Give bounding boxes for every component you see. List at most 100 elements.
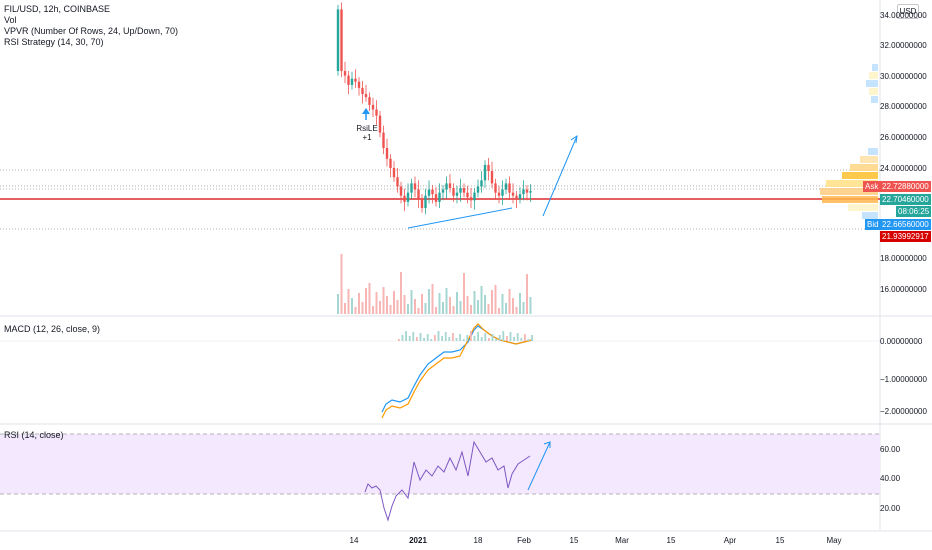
macd-histogram-bar: [441, 336, 443, 341]
candle-body: [508, 183, 511, 193]
macd-histogram-bar: [405, 331, 407, 341]
price-axis-tick: 28.00000000: [880, 102, 927, 111]
vpvr-bar: [848, 204, 878, 211]
rsi-pane-label[interactable]: RSI (14, close): [4, 430, 64, 440]
volume-bar: [389, 305, 392, 314]
candle-body: [441, 189, 445, 193]
volume-bar: [379, 301, 381, 314]
rsi-projection-arrow: [527, 441, 551, 491]
macd-histogram-bar: [470, 331, 472, 341]
candle-body: [490, 171, 494, 184]
macd-pane-label[interactable]: MACD (12, 26, close, 9): [4, 324, 101, 334]
macd-histogram-bar: [502, 331, 505, 341]
time-axis-tick: 14: [349, 536, 359, 545]
vpvr-indicator-label[interactable]: VPVR (Number Of Rows, 24, Up/Down, 70): [4, 26, 179, 36]
projection-arrowhead: [570, 134, 578, 144]
volume-bar: [442, 302, 444, 314]
volume-bar: [515, 307, 518, 314]
volume-bar: [344, 303, 346, 314]
candle-body: [522, 189, 525, 195]
bid-price-badge: 22.66560000: [880, 219, 931, 230]
rsi-axis-tick: 20.00: [880, 504, 901, 513]
candle-body: [476, 186, 480, 193]
volume-bar: [414, 299, 416, 314]
candle-body: [354, 78, 357, 82]
volume-bar: [487, 304, 490, 314]
price-axis-tick: 34.00000000: [880, 11, 927, 20]
price-axis-tick: 32.00000000: [880, 41, 927, 50]
currency-button[interactable]: USD: [897, 4, 919, 19]
volume-bar: [508, 289, 511, 314]
macd-histogram-bar: [513, 337, 515, 341]
candle-body: [462, 188, 466, 193]
vpvr-bar: [860, 156, 878, 163]
volume-bar: [354, 307, 357, 314]
volume-bar: [393, 291, 395, 314]
candle-body: [504, 183, 508, 190]
volume-bar: [459, 301, 462, 314]
macd-histogram-bar: [423, 338, 425, 341]
bid-label-badge: Bid: [865, 219, 881, 230]
volume-bar: [417, 308, 420, 314]
ask-label-badge: Ask: [863, 181, 881, 192]
rsi-axis-tick: 60.00: [880, 445, 901, 454]
macd-histogram-bar: [524, 334, 526, 341]
volume-bar: [522, 302, 525, 314]
candle-body: [448, 183, 452, 189]
volume-bar: [529, 297, 532, 314]
candle-body: [375, 109, 378, 116]
volume-bar: [452, 306, 455, 314]
volume-bar: [466, 296, 469, 314]
vpvr-bar: [842, 172, 878, 179]
volume-bar: [449, 297, 451, 314]
macd-histogram-bar: [495, 339, 497, 341]
candle-body: [406, 192, 410, 202]
candle-body: [357, 81, 361, 88]
volume-bar: [361, 302, 364, 314]
volume-bar: [484, 295, 486, 314]
candle-body: [382, 132, 385, 148]
candle-body: [417, 189, 420, 199]
low-price-badge: 21.93992917: [880, 231, 931, 242]
macd-histogram-bar: [452, 333, 454, 341]
rsi-strategy-label[interactable]: RSI Strategy (14, 30, 70): [4, 37, 104, 47]
vpvr-bar: [872, 64, 878, 71]
macd-histogram-bar: [480, 337, 483, 341]
volume-bar: [498, 308, 500, 314]
volume-bar: [428, 289, 430, 314]
volume-bar: [456, 292, 458, 314]
volume-bar: [438, 293, 441, 314]
symbol-title[interactable]: FIL/USD, 12h, COINBASE: [4, 4, 111, 14]
vpvr-bar: [826, 180, 878, 187]
volume-bar: [375, 292, 378, 314]
volume-bar: [403, 295, 406, 314]
candle-body: [466, 192, 469, 198]
macd-histogram-bar: [477, 332, 479, 341]
candle-body: [483, 164, 487, 181]
vpvr-bar: [850, 164, 878, 171]
candle-body: [340, 9, 343, 71]
time-axis-tick: Apr: [723, 536, 737, 545]
candle-body: [368, 97, 371, 105]
volume-bar: [337, 294, 339, 314]
time-axis-tick: 2021: [409, 536, 427, 545]
volume-bar: [368, 283, 371, 314]
price-axis-tick: 18.00000000: [880, 254, 927, 263]
macd-histogram-bar: [444, 332, 447, 341]
rsi-line: [364, 440, 531, 522]
candle-body: [427, 189, 431, 196]
vol-indicator-label[interactable]: Vol: [4, 15, 17, 25]
candle-body: [515, 195, 518, 199]
volume-bar: [477, 300, 479, 314]
rsile-arrowhead: [362, 108, 370, 114]
time-axis-tick: Feb: [517, 536, 531, 545]
rsi-projection-arrowhead: [543, 441, 551, 448]
macd-histogram-bar: [473, 336, 476, 341]
volume-bar: [445, 288, 448, 314]
candle-body: [413, 183, 417, 190]
time-axis-tick: Mar: [615, 536, 629, 545]
candle-body: [371, 104, 375, 110]
macd-histogram-bar: [509, 332, 512, 341]
macd-histogram-bar: [462, 339, 465, 341]
